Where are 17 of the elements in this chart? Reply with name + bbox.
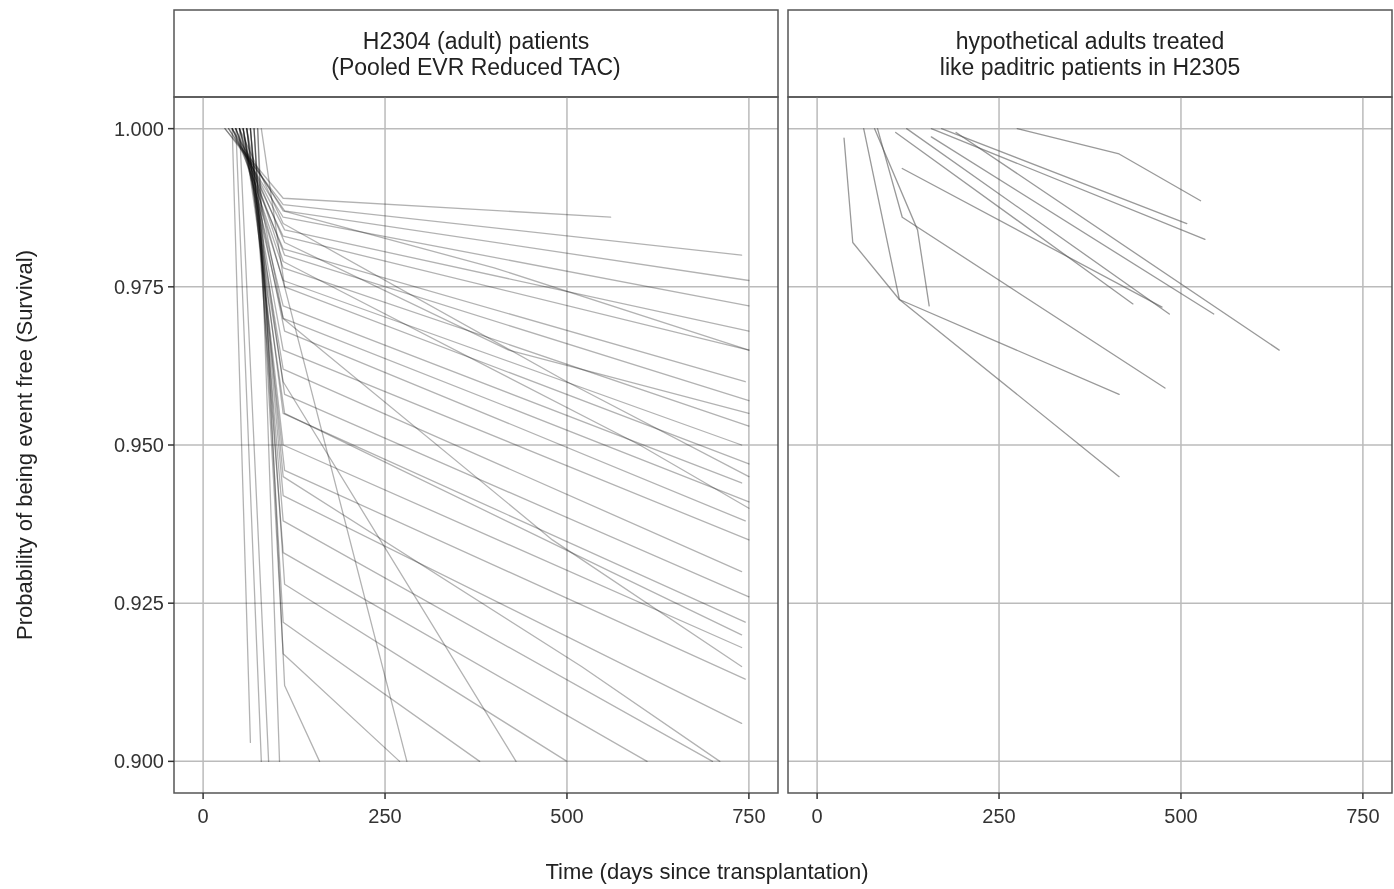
x-axis-title: Time (days since transplantation) [545,859,869,884]
y-tick-label: 0.950 [113,434,164,456]
x-tick-label: 0 [197,805,209,827]
x-tick-label: 500 [1164,805,1198,827]
y-tick-label: 0.925 [113,592,164,615]
y-tick-label: 0.975 [113,275,164,298]
x-tick-label: 750 [1346,805,1380,827]
y-axis-title: Probability of being event free (Survival) [12,249,37,641]
chart-title: hypothetical adults treated like paditric patients in H2305 [939,27,1241,80]
x-tick-label: 250 [368,805,402,827]
x-tick-label: 750 [732,805,766,827]
chart-title: H2304 (adult) patients (Pooled EVR Reduced TAC) [331,27,621,80]
x-tick-label: 500 [550,805,584,827]
y-tick-label: 0.900 [113,750,164,773]
x-tick-label: 250 [982,805,1016,827]
x-tick-label: 0 [811,805,823,827]
y-tick-label: 1.000 [113,117,164,140]
